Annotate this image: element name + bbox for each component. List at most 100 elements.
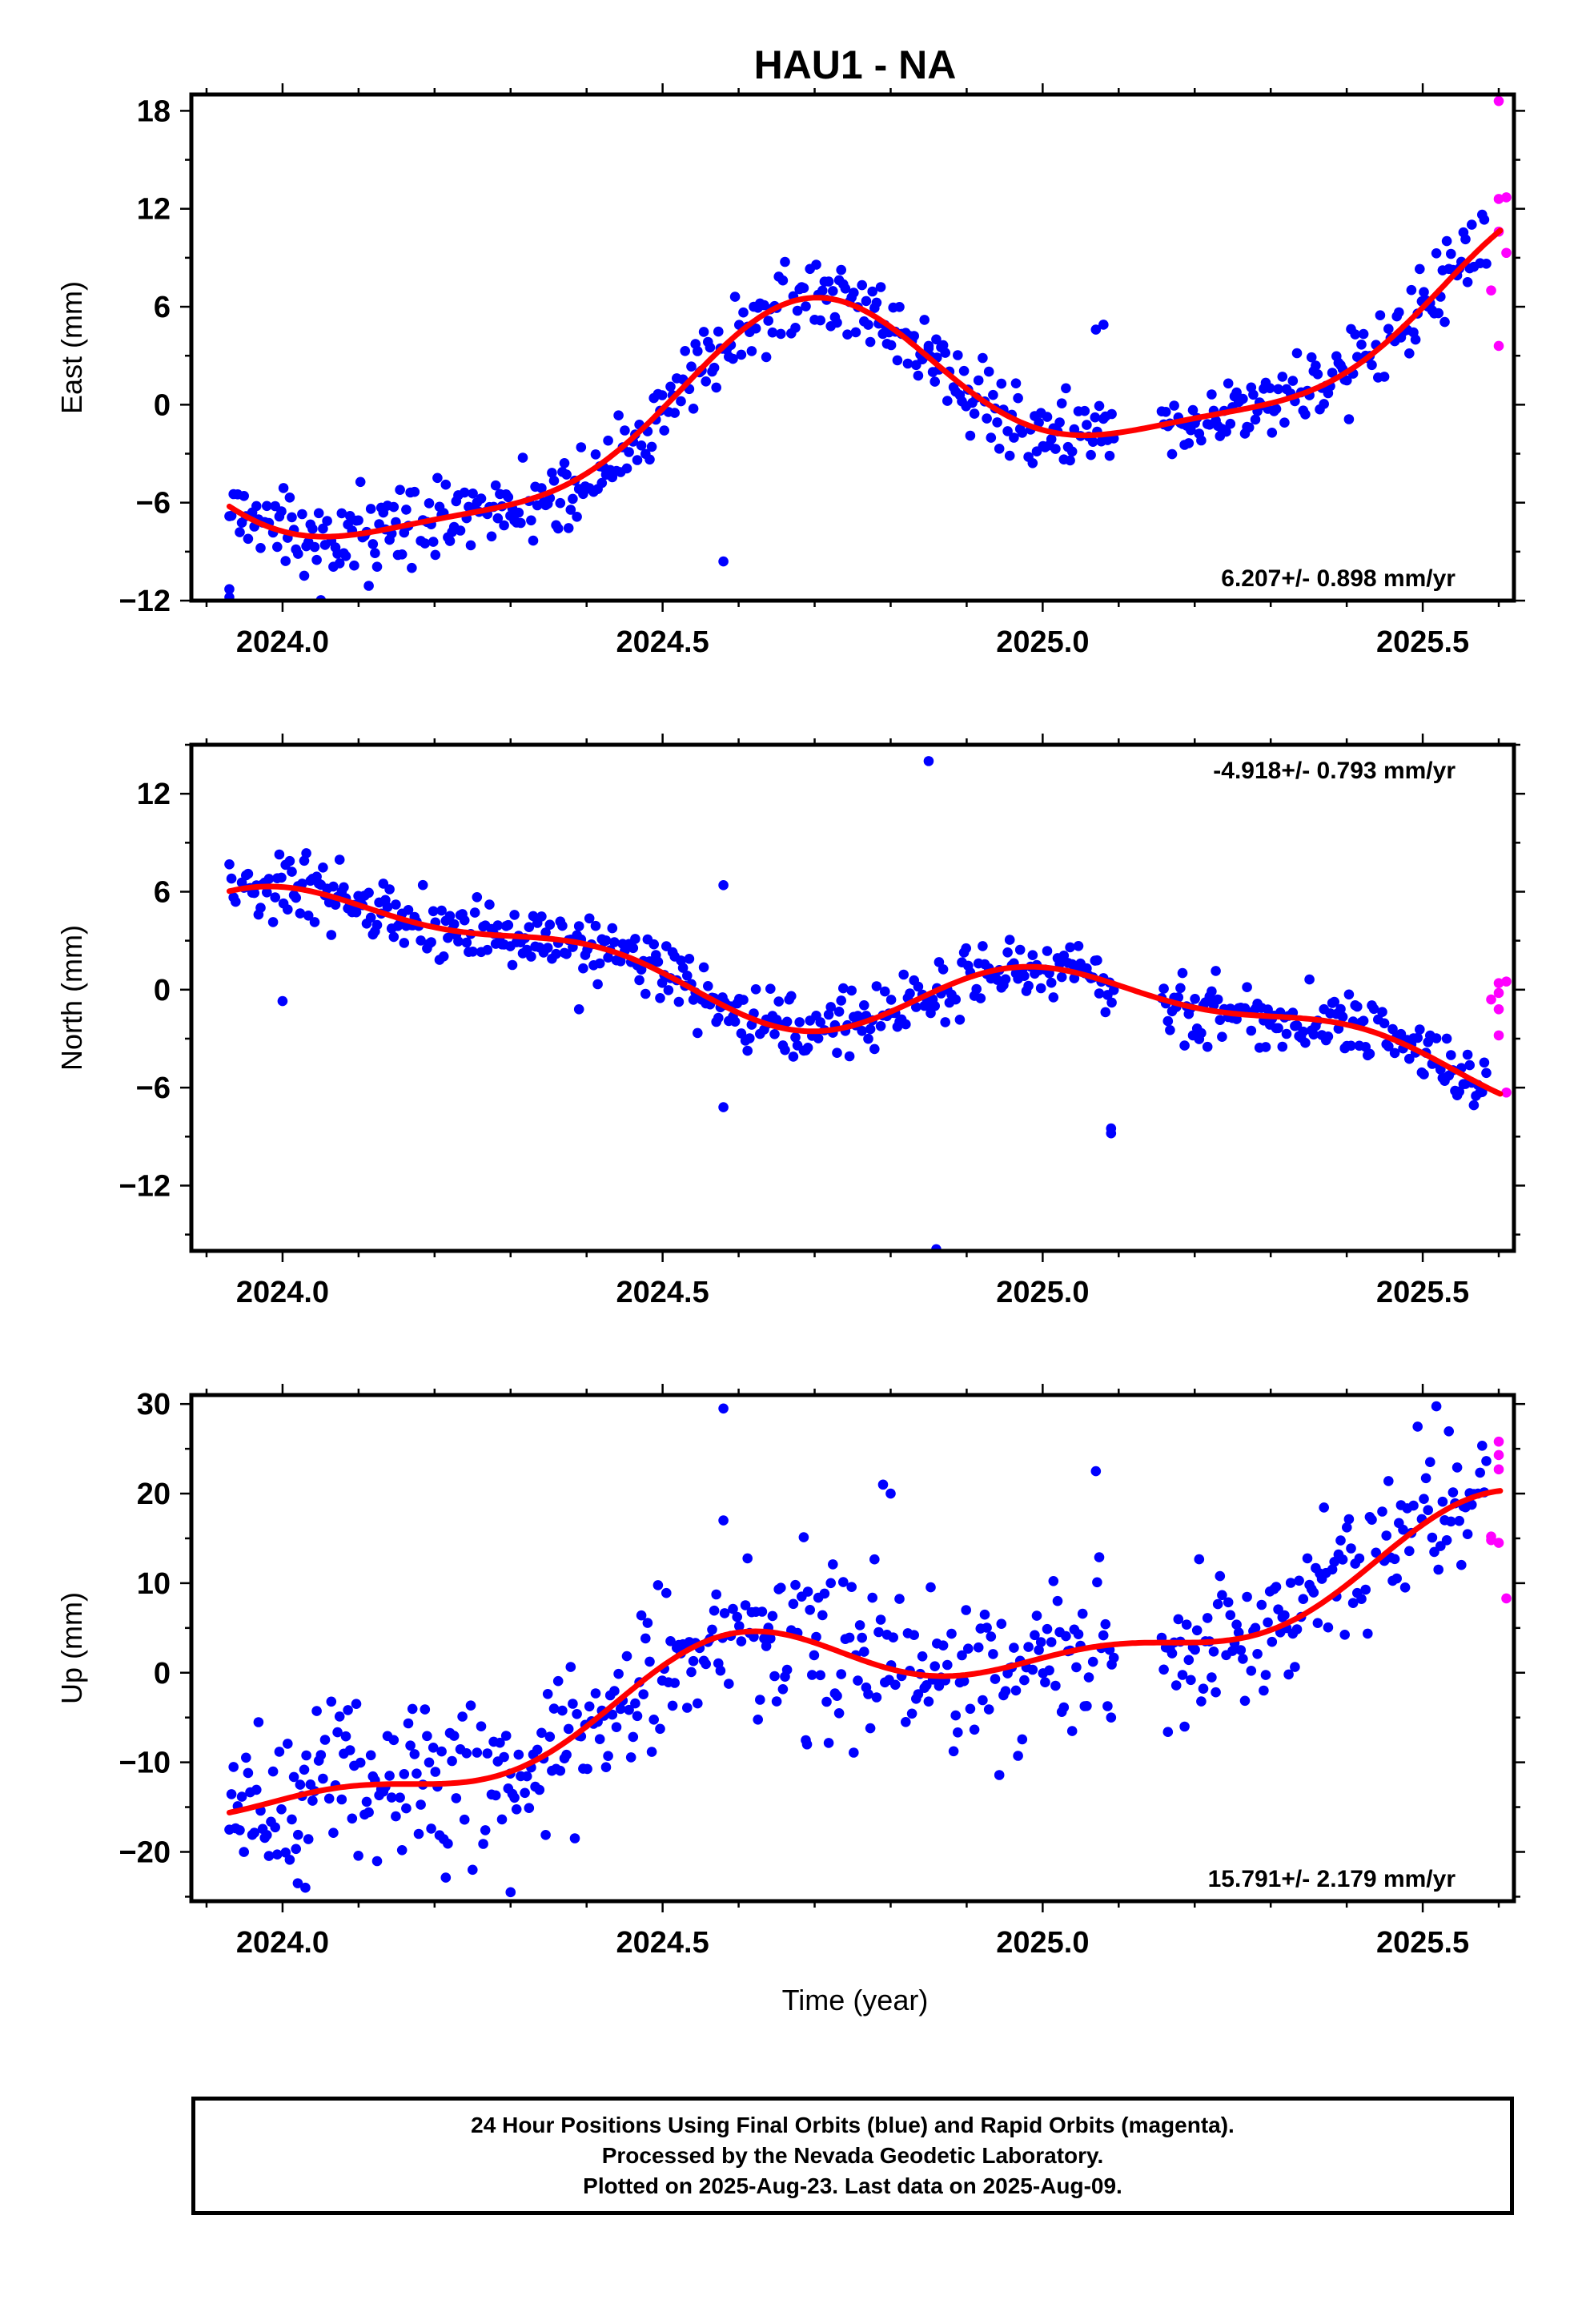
final-orbit-point [500,1731,512,1741]
final-orbit-point [828,1559,838,1570]
final-orbit-point [996,1618,1007,1629]
final-orbit-point [297,509,307,520]
final-orbit-point [609,937,620,947]
final-orbit-point [428,906,439,917]
final-orbit-point [299,1764,310,1775]
final-orbit-point [718,1403,729,1414]
final-orbit-point [673,996,685,1007]
final-orbit-point [963,1643,974,1654]
final-orbit-point [424,498,435,509]
final-orbit-point [513,507,524,518]
fit-curve [227,883,1504,1097]
final-orbit-point [767,1610,778,1622]
final-orbit-point [1443,1426,1454,1437]
final-orbit-point [832,317,842,328]
final-orbit-point [798,1532,809,1542]
final-orbit-point [295,908,306,919]
final-orbit-point [930,1661,940,1671]
final-orbit-point [854,1620,865,1630]
rapid-orbit-point [1493,194,1504,204]
final-orbit-point [911,1002,921,1012]
final-orbit-point [274,1747,285,1757]
final-orbit-point [1358,1015,1369,1026]
final-orbit-point [297,879,307,889]
final-orbit-point [781,1664,793,1675]
final-orbit-point [680,346,690,356]
final-orbit-point [1042,946,1053,956]
final-orbit-point [594,958,605,969]
final-orbit-point [428,537,439,547]
final-orbit-point [1073,941,1084,951]
final-orbit-point [226,873,237,884]
final-orbit-point [311,1706,322,1716]
final-orbit-point [1408,1500,1419,1511]
final-orbit-point [1354,1553,1365,1564]
final-orbit-point [396,549,408,560]
final-orbit-point [792,305,803,316]
final-orbit-point [1441,1535,1452,1546]
final-orbit-point [451,1793,462,1803]
final-orbit-point [686,1667,697,1678]
final-orbit-point [1004,450,1015,461]
final-orbit-point [1104,450,1115,461]
final-orbit-point [1108,985,1119,995]
final-orbit-point [568,1699,578,1709]
final-orbit-point [490,480,501,491]
final-orbit-point [371,1856,383,1867]
final-orbit-point [476,1721,487,1731]
final-orbit-point [311,554,322,565]
final-orbit-point [1327,1564,1338,1575]
final-orbit-point [740,1600,751,1610]
final-orbit-point [1158,1664,1169,1675]
final-orbit-point [913,981,924,992]
final-orbit-point [1425,1457,1435,1467]
final-orbit-point [1342,1522,1352,1533]
final-orbit-point [828,286,838,296]
final-orbit-point [391,1811,401,1822]
final-orbit-point [430,549,441,561]
velocity-annotation: -4.918+/- 0.793 mm/yr [1213,758,1456,784]
final-orbit-point [513,1749,524,1760]
final-orbit-point [1010,378,1022,389]
final-orbit-point [1298,1594,1309,1604]
final-orbit-point [648,1715,659,1725]
final-orbit-point [776,1582,786,1593]
final-orbit-point [548,476,560,486]
final-orbit-point [526,515,536,526]
final-orbit-point [251,501,262,512]
final-orbit-point [1291,1020,1303,1031]
final-orbit-point [1300,409,1311,420]
final-orbit-point [1246,1025,1257,1036]
final-orbit-point [270,1822,281,1833]
final-orbit-point [863,1033,873,1044]
final-orbit-point [492,513,504,524]
final-orbit-point [1323,1031,1334,1042]
final-orbit-point [613,410,624,420]
final-orbit-point [667,1700,678,1711]
rapid-orbit-point [1493,1030,1504,1041]
final-orbit-point [328,881,339,892]
final-orbit-point [396,1845,408,1856]
final-orbit-point [1399,1582,1411,1593]
final-orbit-point [590,1688,601,1699]
final-orbit-point [303,911,314,921]
final-orbit-point [898,969,909,980]
final-orbit-point [516,517,526,529]
y-tick-label: 18 [137,94,171,128]
final-orbit-point [276,1804,287,1815]
final-orbit-point [644,1656,655,1667]
final-orbit-point [1437,1496,1448,1507]
final-orbit-point [990,1674,1001,1684]
final-orbit-point [857,1632,867,1643]
final-orbit-point [713,326,724,337]
final-orbit-point [540,1830,551,1840]
final-orbit-point [728,353,738,364]
final-orbit-point [1441,235,1452,247]
final-orbit-point [472,1747,483,1758]
final-orbit-point [243,1767,254,1779]
final-orbit-point [1431,1401,1442,1412]
final-orbit-point [1352,352,1363,363]
final-orbit-point [469,907,480,918]
final-orbit-point [1179,1721,1190,1732]
final-orbit-point [661,941,672,951]
